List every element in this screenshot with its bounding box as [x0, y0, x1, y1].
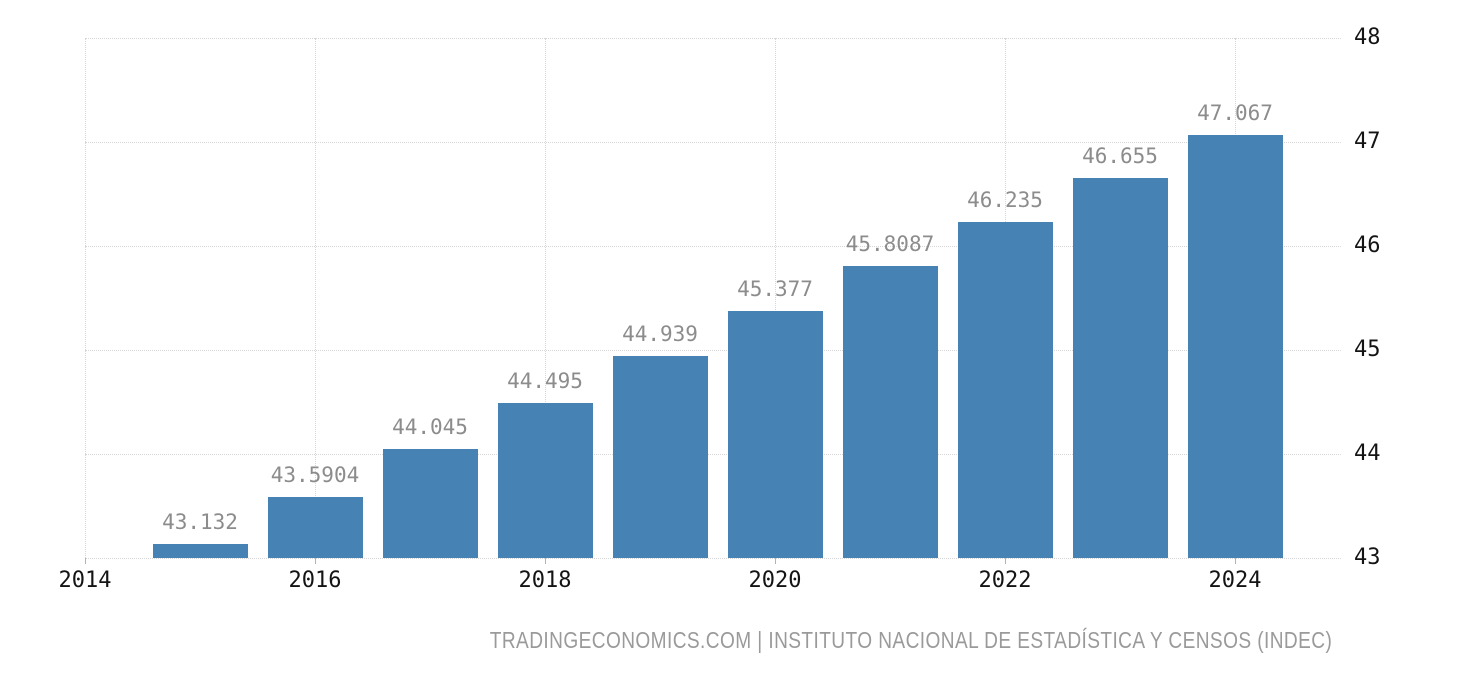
bar-2016[interactable] [267, 496, 363, 558]
plot-area: 43.132 43.5904 44.045 44.495 44.939 45.377 45.… [85, 38, 1341, 564]
bar-value-label: 46.655 [1082, 143, 1158, 168]
bar-2019[interactable] [612, 356, 708, 558]
horizontal-gridline [85, 38, 1341, 39]
y-tick-label: 47 [1354, 129, 1381, 154]
bar-value-label: 43.5904 [270, 462, 360, 487]
y-tick-label: 45 [1354, 337, 1381, 362]
x-axis-tick [315, 558, 316, 564]
horizontal-gridline [85, 246, 1341, 247]
horizontal-gridline [85, 350, 1341, 351]
x-tick-label: 2024 [1208, 568, 1262, 593]
x-axis-tick [1005, 558, 1006, 564]
bar-value-label: 45.377 [737, 276, 813, 301]
bar-value-label: 43.132 [162, 510, 238, 535]
bar-2022[interactable] [957, 221, 1053, 558]
y-tick-label: 44 [1354, 441, 1381, 466]
x-tick-label: 2016 [288, 568, 342, 593]
bar-2021[interactable] [842, 265, 938, 558]
source-attribution: TRADINGECONOMICS.COM | INSTITUTO NACIONA… [490, 627, 1332, 654]
x-tick-label: 2018 [518, 568, 572, 593]
bar-2020[interactable] [727, 310, 823, 558]
y-tick-label: 46 [1354, 233, 1381, 258]
horizontal-gridline [85, 454, 1341, 455]
vertical-gridline [545, 38, 546, 558]
bar-value-label: 44.045 [392, 415, 468, 440]
bar-2017[interactable] [382, 449, 478, 558]
bar-2023[interactable] [1072, 177, 1168, 558]
x-tick-label: 2020 [748, 568, 802, 593]
x-tick-label: 2014 [58, 568, 112, 593]
x-axis-tick [775, 558, 776, 564]
y-tick-label: 48 [1354, 25, 1381, 50]
bar-value-label: 46.235 [967, 187, 1043, 212]
bar-value-label: 45.8087 [845, 231, 935, 256]
y-tick-label: 43 [1354, 545, 1381, 570]
plot-left-border [85, 38, 86, 558]
x-axis-tick [545, 558, 546, 564]
bar-2018[interactable] [497, 402, 593, 558]
vertical-gridline [775, 38, 776, 558]
horizontal-gridline [85, 142, 1341, 143]
bar-value-label: 44.495 [507, 368, 583, 393]
x-tick-label: 2022 [978, 568, 1032, 593]
x-axis-line [85, 558, 1341, 559]
bar-2024[interactable] [1187, 135, 1283, 558]
bar-value-label: 44.939 [622, 322, 698, 347]
x-axis-tick [1235, 558, 1236, 564]
vertical-gridline [315, 38, 316, 558]
source-text: TRADINGECONOMICS.COM | INSTITUTO NACIONA… [489, 627, 1333, 653]
bar-2015[interactable] [152, 544, 248, 558]
x-axis-tick [85, 558, 86, 564]
bar-value-label: 47.067 [1197, 101, 1273, 126]
